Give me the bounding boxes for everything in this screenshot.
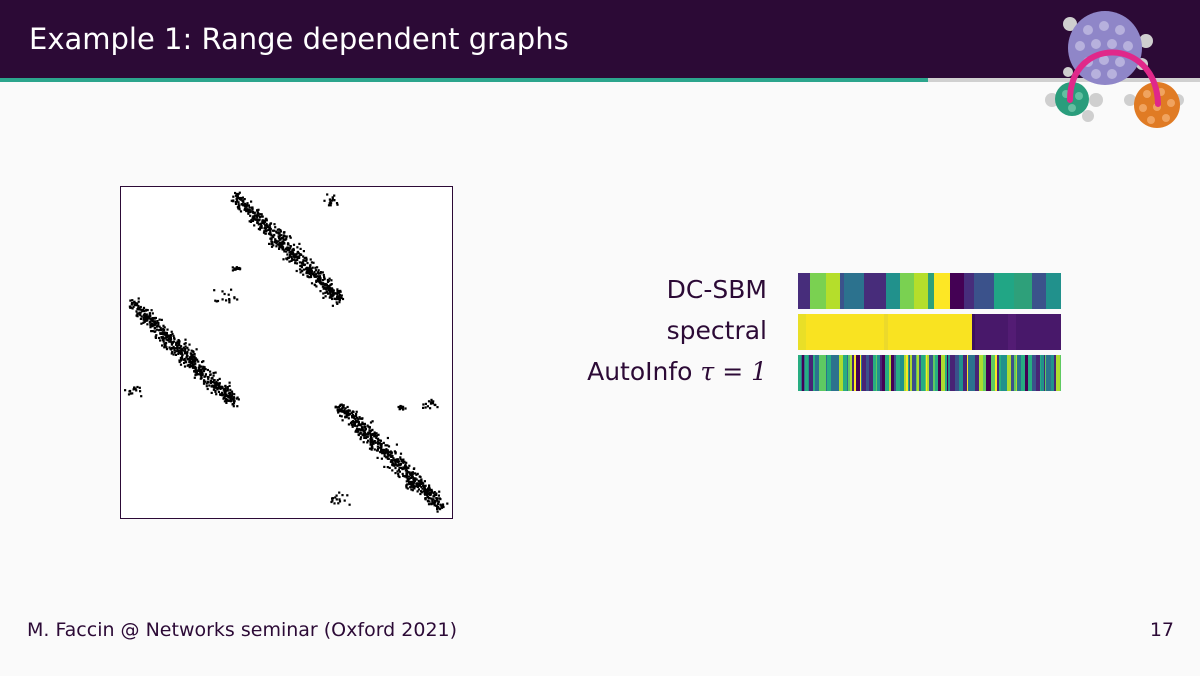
row-label-math: τ = 1 <box>700 357 767 386</box>
logo-pink-arc <box>1067 49 1161 107</box>
footer-credit: M. Faccin @ Networks seminar (Oxford 202… <box>27 619 458 641</box>
row-label-text: DC-SBM <box>666 275 767 304</box>
header-rule-remaining <box>928 78 1200 82</box>
slide-title: Example 1: Range dependent graphs <box>29 22 569 56</box>
row-label-text: spectral <box>666 316 767 345</box>
partition-strip-dc-sbm <box>798 273 1061 309</box>
network-communities-logo <box>1045 11 1184 128</box>
adjacency-matrix-image <box>120 186 453 519</box>
row-label-dc-sbm: DC-SBM <box>667 273 767 307</box>
row-label-spectral: spectral <box>667 314 767 348</box>
row-label-autoinfo: AutoInfo τ = 1 <box>587 355 767 389</box>
row-label-text: AutoInfo <box>587 357 701 386</box>
partition-strip-spectral <box>798 314 1061 350</box>
header-rule-progress <box>0 78 928 82</box>
adjacency-matrix-plot <box>124 191 449 513</box>
page-number: 17 <box>1149 619 1174 641</box>
partition-strip-autoinfo <box>798 355 1061 391</box>
logo-orange-dots <box>1139 88 1175 124</box>
logo-purple-dots <box>1075 21 1133 79</box>
title-bar: Example 1: Range dependent graphs <box>0 0 1200 78</box>
